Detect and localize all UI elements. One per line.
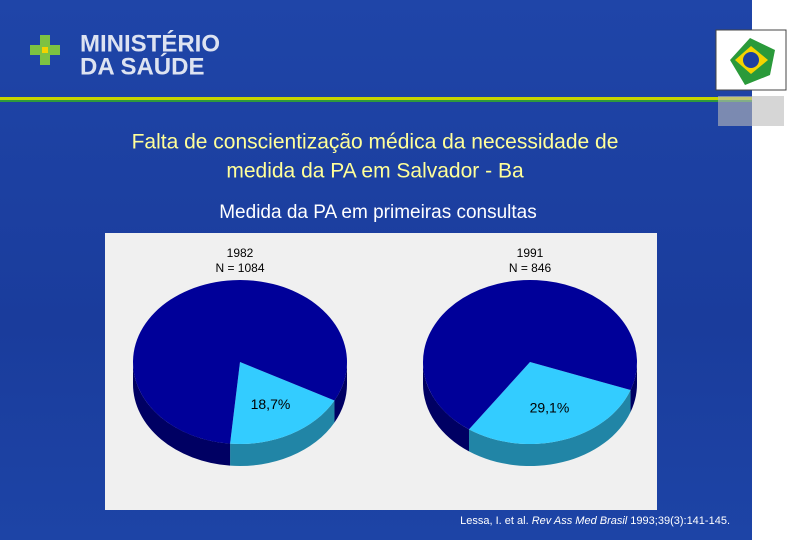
reference-journal: Rev Ass Med Brasil	[532, 515, 628, 527]
logo-cross	[30, 35, 60, 65]
slide-subtitle: Medida da PA em primeiras consultas	[219, 202, 537, 223]
reference-citation: 1993;39(3):141-145.	[627, 515, 730, 527]
data-label: 29,1%	[530, 400, 570, 416]
pie-side	[334, 362, 347, 423]
pie-side	[230, 400, 335, 466]
slide-title: medida da PA em Salvador - Ba	[226, 160, 524, 183]
pie-slice	[468, 362, 631, 445]
pie-slice	[230, 362, 335, 444]
pie-title: 1982	[227, 246, 254, 260]
reference: Lessa, I. et al. Rev Ass Med Brasil 1993…	[460, 515, 730, 527]
pie-side	[423, 362, 469, 452]
pie-side	[630, 362, 637, 413]
pie-side	[133, 362, 231, 466]
brazil-logo	[715, 29, 787, 126]
header-rule	[0, 97, 752, 100]
pie-title: 1991	[517, 246, 544, 260]
slide-title: Falta de conscientização médica da neces…	[132, 131, 619, 154]
pie-subtitle: N = 1084	[215, 261, 264, 275]
header-rule	[0, 100, 752, 102]
data-label: 18,7%	[251, 396, 291, 412]
pie-side	[468, 390, 631, 466]
reference-authors: Lessa, I. et al.	[460, 515, 532, 527]
pie-slice	[422, 280, 637, 430]
logo-text: MINISTÉRIO	[80, 29, 220, 57]
pie-slice	[133, 279, 348, 444]
pie-subtitle: N = 846	[509, 261, 552, 275]
logo-text: DA SAÚDE	[80, 52, 204, 80]
